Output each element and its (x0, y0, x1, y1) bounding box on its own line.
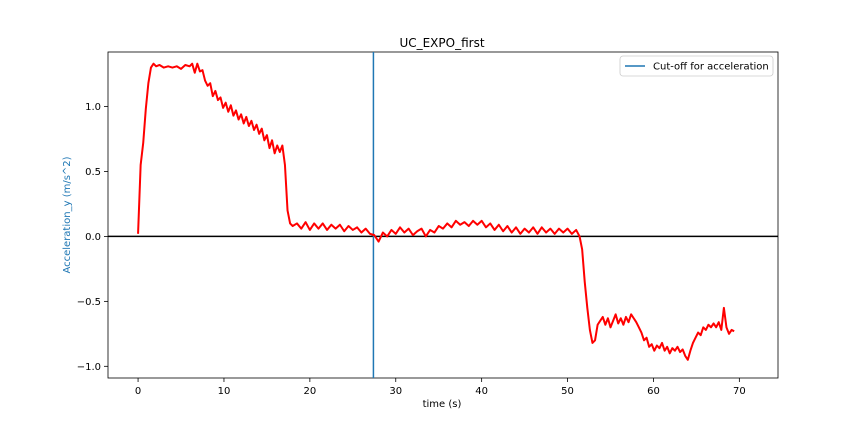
x-tick-label: 20 (303, 386, 316, 397)
series-layer (137, 62, 735, 361)
legend: Cut-off for acceleration (619, 55, 774, 77)
y-tick-label: −1.0 (77, 362, 101, 373)
plot-frame (107, 51, 779, 379)
x-tick-label: 40 (475, 386, 488, 397)
y-axis: −1.0 −0.5 0.0 0.5 1.0 (77, 102, 108, 373)
legend-entry: Cut-off for acceleration (653, 62, 769, 73)
x-axis: 0 10 20 30 40 50 60 70 (135, 378, 746, 397)
x-axis-label: time (s) (423, 399, 462, 410)
y-tick-label: 1.0 (85, 102, 101, 113)
y-tick-label: 0.0 (85, 232, 101, 243)
x-tick-label: 10 (218, 386, 231, 397)
x-tick-label: 30 (389, 386, 402, 397)
series-line (137, 62, 735, 361)
reference-lines (108, 52, 778, 378)
x-tick-label: 60 (647, 386, 660, 397)
y-tick-label: −0.5 (77, 297, 101, 308)
legend-box (619, 55, 774, 77)
y-tick-label: 0.5 (85, 167, 101, 178)
x-tick-label: 50 (561, 386, 574, 397)
y-axis-label: Acceleration_y (m/s^2) (62, 156, 73, 273)
x-tick-label: 70 (733, 386, 746, 397)
chart-title: UC_EXPO_first (399, 36, 484, 50)
x-tick-label: 0 (135, 386, 141, 397)
plot-area (107, 51, 779, 379)
